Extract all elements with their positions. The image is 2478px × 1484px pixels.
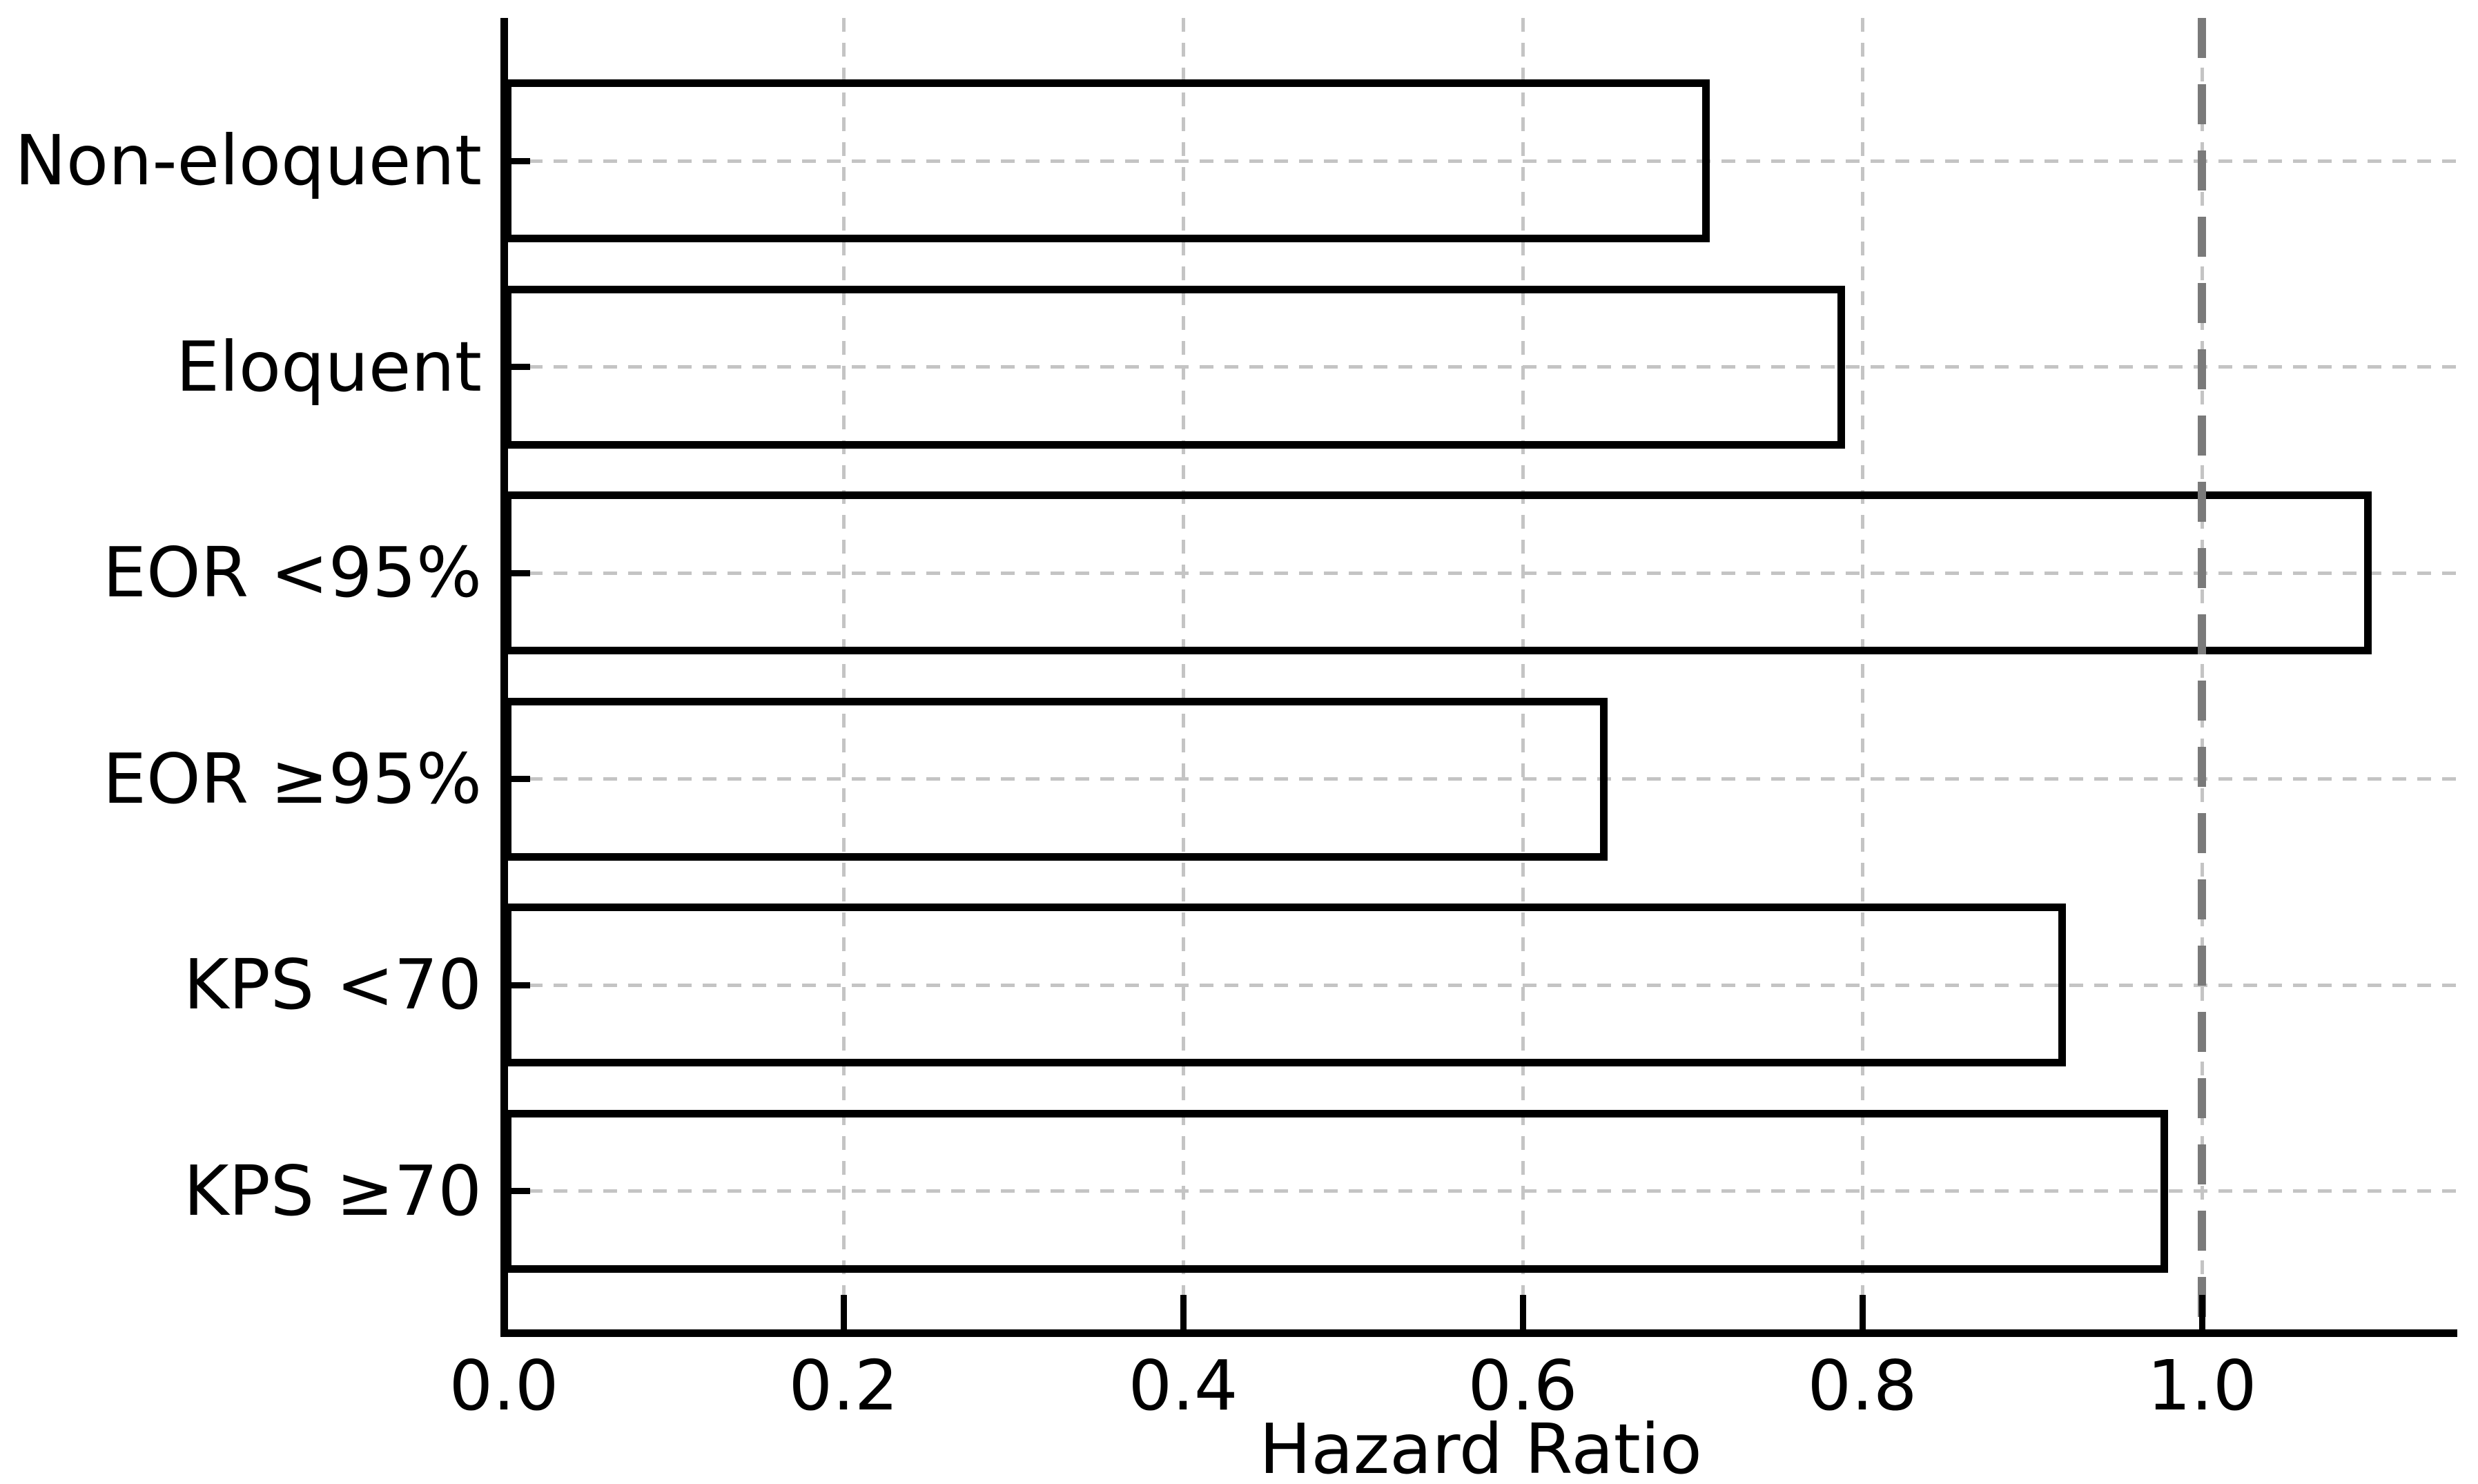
x-gridline (841, 18, 846, 1333)
y-gridline (504, 571, 2457, 575)
y-tick-mark (507, 364, 530, 370)
x-gridline (1860, 18, 1864, 1333)
bar-kps-70 (504, 904, 2066, 1066)
x-tick-mark (1180, 1294, 1187, 1329)
y-tick-mark (507, 982, 530, 988)
y-gridline (504, 365, 2457, 369)
bar-eor-95- (504, 697, 1608, 861)
x-gridline (1181, 18, 1185, 1333)
bar-non-eloquent (504, 79, 1710, 242)
y-gridline (504, 777, 2457, 781)
x-tick-label: 1.0 (2147, 1345, 2257, 1426)
category-label: KPS <70 (183, 944, 482, 1025)
x-tick-mark (1519, 1294, 1526, 1329)
x-gridline (1521, 18, 1525, 1333)
y-tick-mark (507, 1188, 530, 1194)
x-tick-mark (840, 1294, 847, 1329)
y-tick-mark (507, 776, 530, 782)
category-label: Non-eloquent (14, 120, 482, 201)
x-tick-label: 0.8 (1807, 1345, 1918, 1426)
bar-kps-70 (504, 1109, 2168, 1273)
bar-eor-95- (504, 491, 2372, 654)
x-tick-mark (1859, 1294, 1866, 1329)
y-tick-mark (507, 569, 530, 576)
y-tick-mark (507, 157, 530, 164)
y-gridline (504, 1189, 2457, 1193)
category-label: EOR <95% (102, 532, 482, 613)
y-gridline (504, 159, 2457, 163)
category-label: EOR ≥95% (102, 738, 482, 819)
x-axis-title: Hazard Ratio (1259, 1409, 1702, 1484)
x-tick-mark (2198, 1294, 2205, 1329)
x-tick-label: 0.4 (1128, 1345, 1238, 1426)
x-axis-spine (500, 1329, 2457, 1337)
x-tick-label: 0.2 (788, 1345, 899, 1426)
category-label: KPS ≥70 (183, 1150, 482, 1231)
x-tick-label: 0.6 (1467, 1345, 1578, 1426)
bar-eloquent (504, 285, 1845, 449)
reference-line-hr-1 (2198, 18, 2206, 1333)
y-gridline (504, 983, 2457, 987)
y-axis-spine (500, 18, 508, 1337)
category-label: Eloquent (175, 326, 482, 407)
x-tick-label: 0.0 (449, 1345, 559, 1426)
